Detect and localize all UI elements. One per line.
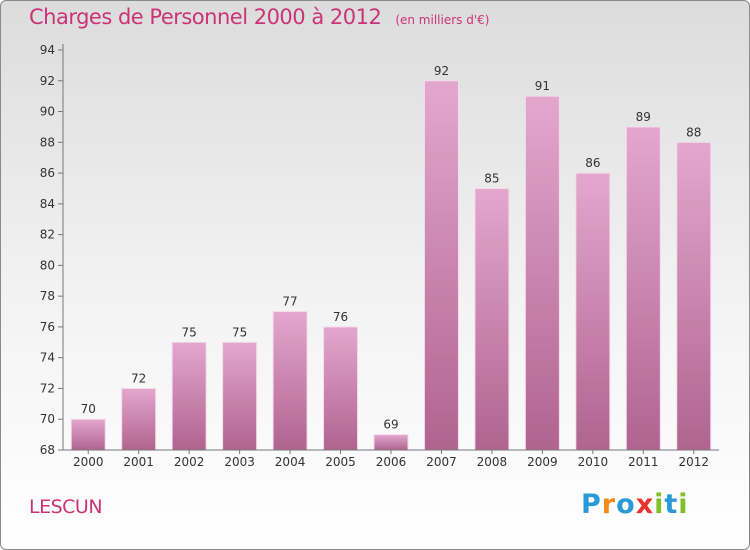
y-tick-label: 86	[40, 166, 55, 180]
data-label: 92	[434, 64, 449, 78]
bar-2007	[423, 80, 459, 451]
brand-letter: o	[616, 489, 636, 520]
y-tick-label: 92	[40, 74, 55, 88]
brand-letter: P	[581, 489, 602, 520]
bar-2003	[222, 341, 258, 451]
data-label: 69	[383, 418, 398, 432]
y-tick-label: 76	[40, 320, 55, 334]
bar-2000	[70, 418, 106, 451]
brand-letter: i	[678, 489, 689, 520]
data-label: 89	[636, 110, 651, 124]
x-tick-label: 2002	[174, 455, 205, 469]
brand-logo: Proxiti	[581, 489, 689, 520]
y-tick-label: 94	[40, 43, 55, 57]
y-tick-label: 84	[40, 197, 55, 211]
y-tick-label: 78	[40, 289, 55, 303]
data-label: 86	[585, 156, 600, 170]
data-label: 70	[81, 402, 96, 416]
bar-2009	[524, 95, 560, 451]
x-tick-label: 2006	[376, 455, 407, 469]
bar-2010	[575, 172, 611, 451]
x-tick-label: 2001	[123, 455, 154, 469]
data-label: 85	[484, 171, 499, 185]
y-tick-label: 88	[40, 135, 55, 149]
y-tick-label: 72	[40, 381, 55, 395]
y-tick-label: 68	[40, 443, 55, 457]
y-tick-label: 90	[40, 105, 55, 119]
x-tick-label: 2005	[325, 455, 356, 469]
data-label: 72	[131, 371, 146, 385]
bar-2001	[121, 387, 157, 451]
unit-note: (en milliers d'€)	[395, 13, 490, 27]
bar-2005	[323, 326, 359, 451]
data-label: 75	[182, 325, 197, 339]
bar-2011	[625, 126, 661, 451]
city-name: LESCUN	[29, 496, 103, 518]
x-tick-label: 2009	[527, 455, 558, 469]
y-tick-label: 82	[40, 228, 55, 242]
brand-letter: r	[601, 489, 617, 520]
bar-2002	[171, 341, 207, 451]
brand-letter: i	[654, 489, 665, 520]
y-tick-label: 70	[40, 412, 55, 426]
data-label: 91	[535, 79, 550, 93]
x-tick-label: 2003	[224, 455, 255, 469]
x-tick-label: 2007	[426, 455, 457, 469]
x-tick-label: 2010	[578, 455, 609, 469]
y-tick-label: 74	[40, 351, 55, 365]
chart-title: Charges de Personnel 2000 à 2012	[29, 5, 382, 29]
title-block: Charges de Personnel 2000 à 2012 (en mill…	[29, 5, 489, 29]
y-tick-label: 80	[40, 258, 55, 272]
x-tick-label: 2012	[678, 455, 709, 469]
x-tick-label: 2000	[73, 455, 104, 469]
data-label: 76	[333, 310, 348, 324]
brand-letter: x	[635, 489, 655, 520]
data-label: 77	[282, 295, 297, 309]
data-label: 75	[232, 325, 247, 339]
brand-letter: t	[664, 489, 679, 520]
bar-2004	[272, 311, 308, 451]
x-tick-label: 2011	[628, 455, 659, 469]
bar-2006	[373, 434, 409, 451]
bar-2008	[474, 187, 510, 451]
data-label: 88	[686, 125, 701, 139]
x-tick-label: 2008	[477, 455, 508, 469]
bar-2012	[676, 141, 712, 451]
x-tick-label: 2004	[275, 455, 306, 469]
